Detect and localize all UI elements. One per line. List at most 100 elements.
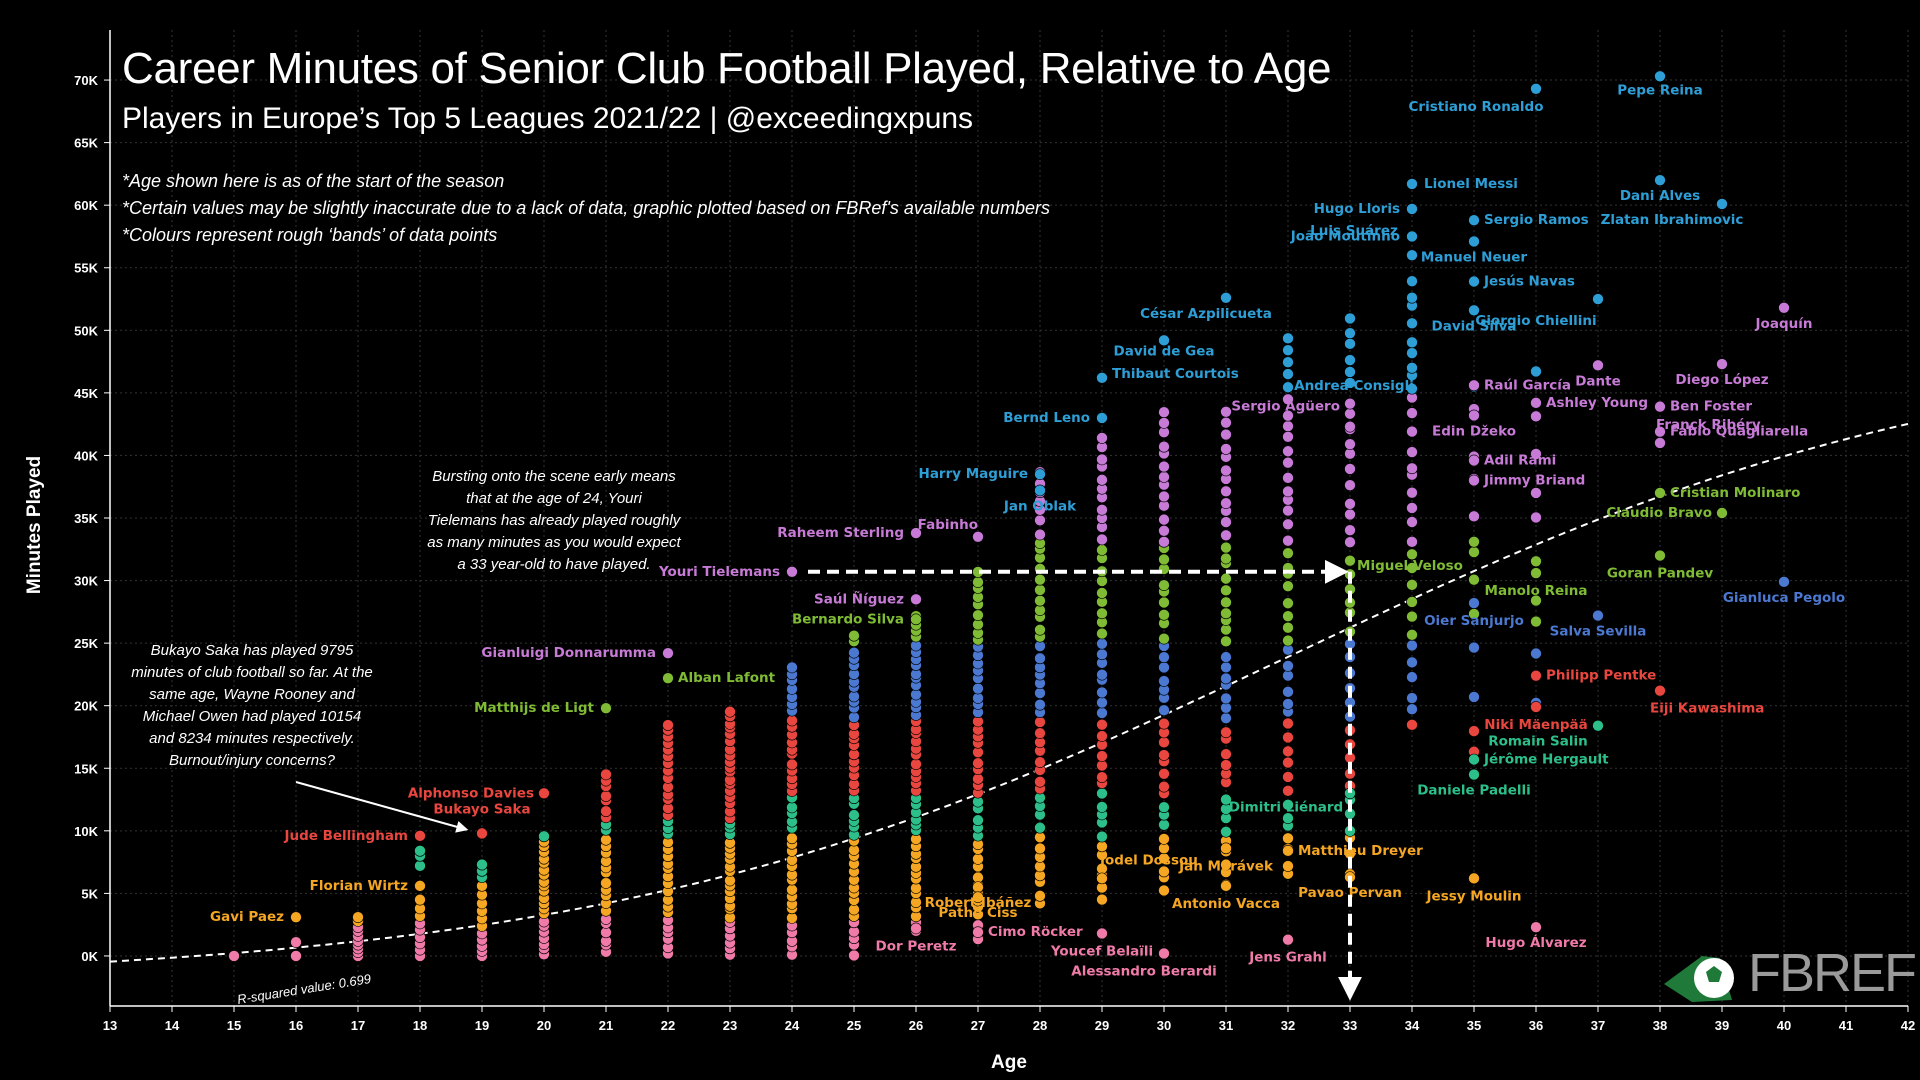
point-label: Joaquín [1755, 316, 1813, 332]
data-point [1158, 884, 1170, 897]
data-point [600, 805, 612, 818]
x-tick-label: 29 [1095, 1018, 1109, 1033]
data-point [1096, 504, 1108, 516]
point-label: Gianluigi Donnarumma [481, 645, 656, 661]
point-label: Pepe Reina [1617, 82, 1702, 98]
labeled-point [1220, 880, 1232, 892]
labeled-point [1220, 291, 1232, 304]
point-label: Lionel Messi [1424, 176, 1518, 192]
point-label: Jens Grahl [1248, 950, 1327, 966]
point-label: César Azpilicueta [1140, 306, 1272, 322]
labeled-point [1592, 293, 1604, 305]
labeled-point [1654, 437, 1666, 449]
labeled-point [972, 891, 984, 903]
data-point [1344, 479, 1356, 491]
labeled-point [1592, 719, 1604, 732]
x-tick-label: 25 [847, 1018, 861, 1033]
data-point [600, 833, 612, 846]
data-point [1344, 524, 1356, 537]
point-label: Gavi Paez [210, 909, 284, 925]
data-point [1158, 513, 1170, 526]
data-point [1158, 780, 1170, 793]
labeled-point [1530, 669, 1542, 682]
data-point [1406, 336, 1418, 349]
data-point [1468, 725, 1480, 737]
data-point [1158, 460, 1170, 473]
data-point [1406, 407, 1418, 419]
point-label: Harry Maguire [919, 466, 1028, 482]
data-point [1220, 405, 1232, 418]
data-point [1282, 799, 1294, 811]
data-point [1282, 381, 1294, 394]
data-point [1034, 890, 1046, 902]
y-tick-label: 5K [81, 886, 98, 901]
labeled-point [1654, 549, 1666, 562]
data-point [1406, 382, 1418, 395]
x-tick-label: 24 [785, 1018, 800, 1033]
x-tick-label: 16 [289, 1018, 303, 1033]
data-point [1282, 860, 1294, 872]
data-point [1406, 317, 1418, 330]
data-point [1220, 661, 1232, 674]
data-point [1406, 536, 1418, 548]
data-point [1344, 327, 1356, 339]
point-label: Antonio Vacca [1172, 896, 1280, 912]
point-label: Bernardo Silva [792, 611, 904, 627]
data-point [1158, 596, 1170, 609]
point-label: Ben Foster [1670, 399, 1752, 415]
labeled-point [290, 911, 302, 923]
labeled-point [1468, 275, 1480, 288]
data-point [1220, 529, 1232, 542]
data-point [1282, 812, 1294, 824]
data-point [1220, 497, 1232, 509]
data-point [290, 936, 302, 948]
data-point [1406, 425, 1418, 438]
data-point [1034, 776, 1046, 788]
data-point [1158, 417, 1170, 429]
data-point [1158, 736, 1170, 749]
point-label: Saúl Ñíguez [814, 590, 904, 607]
point-label: Salva Sevilla [1550, 624, 1647, 640]
labeled-point [1096, 372, 1108, 384]
data-point [1220, 651, 1232, 663]
point-label: João Moutinho [1290, 228, 1400, 244]
data-point [1344, 536, 1356, 549]
labeled-point [1468, 409, 1480, 422]
data-point [1282, 731, 1294, 744]
y-tick-label: 55K [74, 261, 98, 276]
point-label: Dani Alves [1620, 188, 1700, 204]
data-point [1220, 858, 1232, 871]
data-point [414, 845, 426, 857]
labeled-point [910, 922, 922, 935]
x-tick-label: 36 [1529, 1018, 1543, 1033]
data-point [1406, 579, 1418, 591]
point-label: Alphonso Davies [408, 785, 534, 801]
fbref-logo: FBREF [1748, 943, 1917, 1003]
point-label: Thibaut Courtois [1112, 366, 1239, 382]
data-point [1406, 516, 1418, 528]
point-label: Eiji Kawashima [1650, 701, 1764, 717]
data-point [1530, 365, 1542, 378]
data-point [1406, 692, 1418, 704]
data-point [848, 949, 860, 962]
data-point [1034, 594, 1046, 607]
data-point [1220, 672, 1232, 685]
data-point [1096, 637, 1108, 650]
data-point [1344, 463, 1356, 475]
data-point [600, 790, 612, 802]
data-point [1282, 634, 1294, 647]
labeled-point [1716, 507, 1728, 519]
point-label: Oier Sanjurjo [1424, 613, 1524, 629]
y-tick-label: 30K [74, 574, 98, 589]
labeled-point [1406, 230, 1418, 243]
data-point [1282, 580, 1294, 592]
data-point [1158, 833, 1170, 845]
data-point [1220, 552, 1232, 565]
data-point [1158, 661, 1170, 674]
labeled-point [1158, 947, 1170, 960]
point-label: Sergio Ramos [1484, 212, 1589, 228]
data-point [1282, 356, 1294, 369]
data-point [600, 877, 612, 889]
data-point [1282, 756, 1294, 769]
point-label: Luis Suárez [1310, 223, 1398, 239]
